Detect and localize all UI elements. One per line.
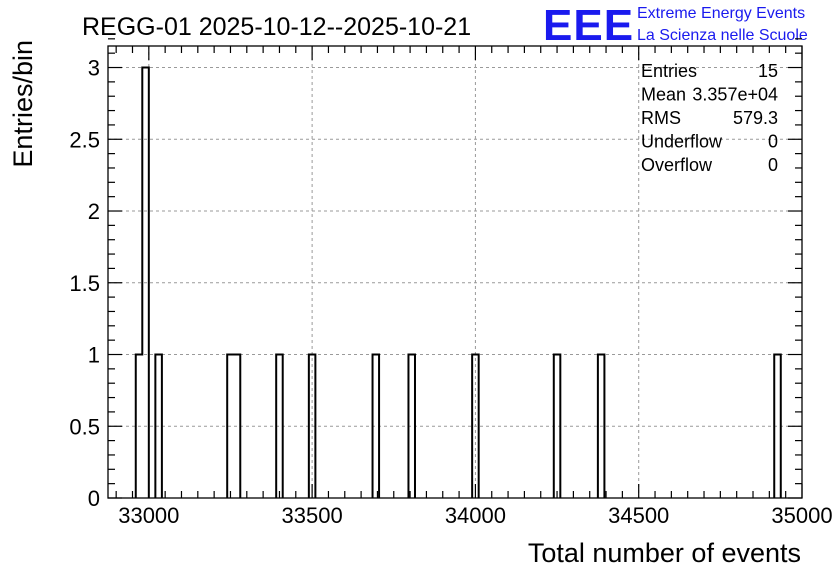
stats-label: Entries: [641, 61, 697, 81]
stats-value: 3.357e+04: [692, 85, 778, 105]
y-tick-label: 3: [88, 56, 100, 81]
stats-label: Overflow: [641, 155, 713, 175]
x-tick-labels: 33000 33500 34000 34500 35000: [118, 503, 832, 528]
histogram-bars: [134, 66, 782, 498]
logo-line2: La Scienza nelle Scuole: [637, 27, 808, 44]
histogram-outline: [134, 66, 782, 498]
stats-label: Underflow: [641, 132, 723, 152]
y-tick-label: 1.5: [69, 271, 100, 296]
plot-border: [107, 45, 803, 499]
plot-frame: [107, 45, 803, 499]
grid-layer: [108, 46, 802, 498]
stats-value: 0: [768, 132, 778, 152]
stats-box: Entries 15 Mean 3.357e+04 RMS 579.3 Underflow 0…: [641, 61, 778, 175]
axis-ticks: [108, 38, 803, 499]
x-tick-label: 33000: [118, 503, 179, 528]
y-tick-labels: 0 0.5 1 1.5 2 2.5 3: [69, 56, 100, 511]
x-axis-label: Total number of events: [528, 538, 801, 568]
y-tick-label: 2: [88, 199, 100, 224]
y-axis-label: Entries/bin: [8, 40, 38, 168]
stats-value: 15: [758, 61, 778, 81]
y-tick-label: 0.5: [69, 414, 100, 439]
x-tick-label: 35000: [771, 503, 832, 528]
y-tick-label: 0: [88, 486, 100, 511]
stats-label: RMS: [641, 108, 681, 128]
stats-value: 0: [768, 155, 778, 175]
stats-value: 579.3: [733, 108, 778, 128]
x-tick-label: 33500: [282, 503, 343, 528]
x-tick-label: 34500: [608, 503, 669, 528]
y-tick-label: 1: [88, 343, 100, 368]
y-tick-label: 2.5: [69, 127, 100, 152]
logo-line1: Extreme Energy Events: [637, 5, 805, 22]
stats-label: Mean: [641, 85, 686, 105]
logo-eee-text: EEE: [543, 1, 634, 50]
x-tick-label: 34000: [445, 503, 506, 528]
eee-logo: EEE Extreme Energy Events La Scienza nel…: [543, 1, 808, 50]
chart-title: REGG-01 2025-10-12--2025-10-21: [82, 13, 471, 41]
